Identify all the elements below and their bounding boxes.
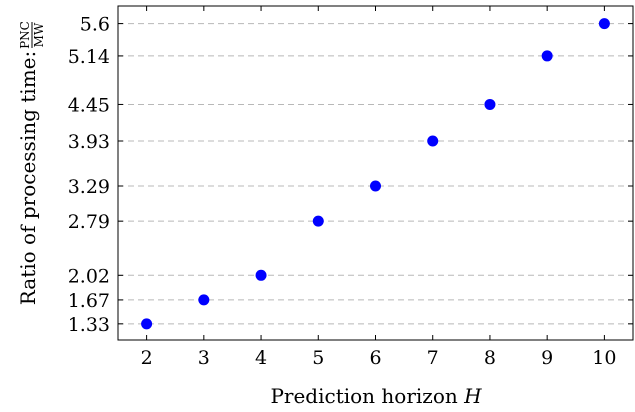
axis-ticks: 1.331.67 2.02 2.79 3.29 3.93 4.45 5.14 5.6 2 3 4 5 6… <box>68 6 633 369</box>
data-point <box>370 180 381 192</box>
y-tick-label: 3.93 <box>68 131 110 153</box>
x-axis-title-text: Prediction horizon <box>270 384 457 408</box>
data-point <box>198 294 210 306</box>
x-tick-label: 9 <box>541 347 553 369</box>
y-tick-label: 2.79 <box>68 211 110 233</box>
x-axis-title: Prediction horizon H <box>270 384 482 408</box>
x-tick-label: 7 <box>427 347 439 369</box>
y-axis-title-text: Ratio of processing time: <box>16 51 40 305</box>
x-tick-label: 3 <box>198 347 210 369</box>
x-axis-variable: H <box>463 384 482 408</box>
x-tick-label: 2 <box>141 347 153 369</box>
data-point <box>541 50 553 62</box>
y-axis-title: Ratio of processing time: PNC MW <box>16 21 46 305</box>
grid-lines <box>118 23 633 325</box>
y-axis-fraction-numerator: PNC <box>18 21 32 49</box>
data-point <box>598 18 610 30</box>
x-tick-label: 10 <box>592 347 616 369</box>
y-tick-label: 3.29 <box>68 176 110 198</box>
data-points <box>141 18 610 330</box>
y-tick-label: 4.45 <box>68 94 110 116</box>
y-tick-label: 5.14 <box>68 46 110 68</box>
x-tick-label: 6 <box>369 347 381 369</box>
data-point <box>312 215 324 227</box>
x-tick-label: 5 <box>312 347 324 369</box>
plot-frame <box>117 5 634 341</box>
data-point <box>141 318 153 330</box>
data-point <box>484 98 496 110</box>
data-point <box>427 135 439 147</box>
x-tick-label: 8 <box>484 347 496 369</box>
y-axis-fraction-denominator: MW <box>32 22 46 47</box>
y-tick-label: 5.6 <box>80 14 110 36</box>
y-tick-label: 2.02 <box>68 265 110 287</box>
data-point <box>255 269 267 281</box>
y-tick-label: 1.33 <box>68 314 110 336</box>
x-tick-label: 4 <box>255 347 267 369</box>
y-tick-label: 1.67 <box>68 290 110 312</box>
